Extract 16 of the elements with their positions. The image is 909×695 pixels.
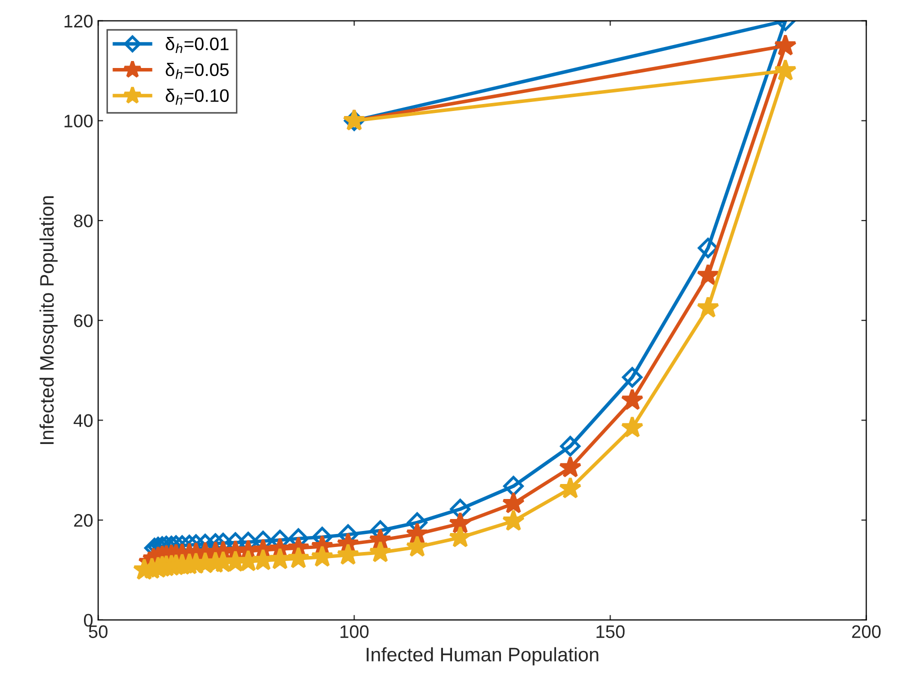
y-tick-label: 100	[64, 114, 93, 128]
legend-label: δ$_{h}$=0.10	[166, 88, 229, 105]
y-tick-label: 80	[74, 214, 93, 228]
x-tick-label: 200	[852, 625, 881, 638]
legend-label: δ$_{h}$=0.05	[166, 62, 229, 79]
x-axis-title: Infected Human Population	[366, 647, 598, 666]
x-tick-label: 100	[340, 625, 369, 638]
y-tick-label: 60	[74, 314, 93, 328]
legend-label: δ$_{h}$=0.01	[166, 37, 229, 54]
y-tick-label: 20	[74, 514, 93, 527]
x-tick-label: 50	[88, 625, 108, 638]
x-tick-label: 150	[596, 625, 625, 638]
y-tick-label: 40	[74, 414, 93, 427]
y-tick-label: 120	[64, 14, 93, 28]
y-axis-title: Infected Mosquito Population	[40, 196, 58, 444]
y-tick-label: 0	[84, 614, 93, 627]
